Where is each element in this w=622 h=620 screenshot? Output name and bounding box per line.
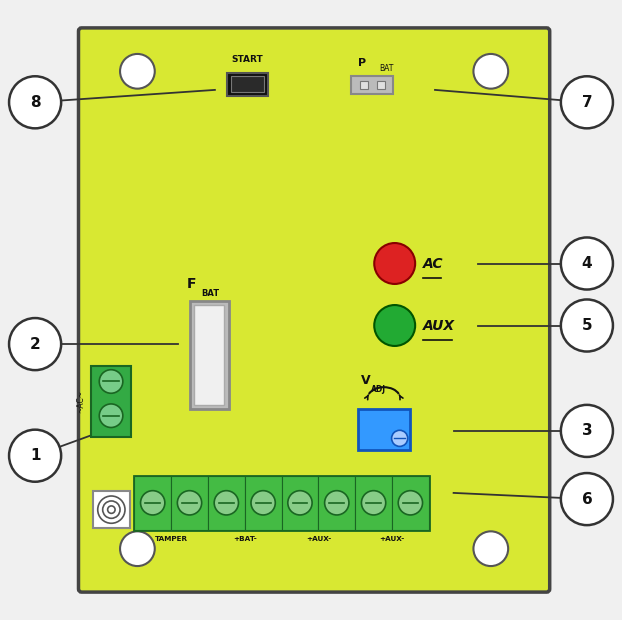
Text: +BAT-: +BAT-	[233, 536, 257, 542]
Bar	[231, 76, 264, 92]
Bar	[358, 409, 410, 450]
Bar	[195, 305, 224, 405]
Circle shape	[214, 490, 238, 515]
Circle shape	[177, 490, 202, 515]
Text: 1: 1	[30, 448, 40, 463]
Text: 8: 8	[30, 95, 40, 110]
Circle shape	[9, 318, 61, 370]
Bar	[355, 476, 392, 530]
Circle shape	[288, 490, 312, 515]
Circle shape	[9, 76, 61, 128]
Text: START: START	[231, 55, 263, 64]
Text: 4: 4	[582, 256, 592, 271]
Text: 3: 3	[582, 423, 592, 438]
Circle shape	[561, 299, 613, 352]
Text: 6: 6	[582, 492, 592, 507]
Bar	[318, 476, 355, 530]
Text: AC: AC	[422, 257, 443, 270]
Bar	[134, 476, 429, 530]
Bar	[392, 476, 429, 530]
Bar	[134, 476, 171, 530]
Text: +AUX-: +AUX-	[379, 536, 405, 542]
Bar	[227, 73, 267, 96]
Text: 2: 2	[30, 337, 40, 352]
Bar	[244, 476, 282, 530]
Text: 7: 7	[582, 95, 592, 110]
Bar	[360, 81, 368, 89]
Text: F: F	[187, 277, 197, 291]
Circle shape	[361, 490, 386, 515]
Circle shape	[374, 243, 415, 284]
Bar	[376, 81, 385, 89]
Circle shape	[398, 490, 422, 515]
FancyBboxPatch shape	[78, 28, 550, 592]
Text: TAMPER: TAMPER	[155, 536, 188, 542]
Circle shape	[251, 490, 276, 515]
Bar	[93, 491, 130, 528]
Circle shape	[374, 305, 415, 346]
Circle shape	[561, 405, 613, 457]
Circle shape	[561, 76, 613, 128]
Circle shape	[473, 531, 508, 566]
Circle shape	[392, 430, 407, 446]
Circle shape	[100, 404, 123, 428]
Text: P: P	[358, 58, 366, 68]
Circle shape	[120, 54, 155, 89]
Text: ~AC~: ~AC~	[76, 390, 85, 413]
Bar	[208, 476, 244, 530]
Bar	[91, 366, 131, 437]
Circle shape	[9, 430, 61, 482]
Circle shape	[561, 473, 613, 525]
Text: 5: 5	[582, 318, 592, 333]
Circle shape	[100, 370, 123, 393]
Text: V: V	[361, 374, 370, 388]
Bar	[171, 476, 208, 530]
Bar	[351, 76, 394, 94]
Circle shape	[325, 490, 349, 515]
Text: AUX: AUX	[422, 319, 455, 332]
Text: BAT: BAT	[202, 289, 220, 298]
Text: BAT: BAT	[379, 63, 394, 73]
Text: ADJ: ADJ	[371, 384, 386, 394]
Circle shape	[473, 54, 508, 89]
Bar	[190, 301, 228, 409]
Circle shape	[561, 237, 613, 290]
Bar	[282, 476, 318, 530]
Circle shape	[141, 490, 165, 515]
Circle shape	[120, 531, 155, 566]
Text: +AUX-: +AUX-	[306, 536, 331, 542]
